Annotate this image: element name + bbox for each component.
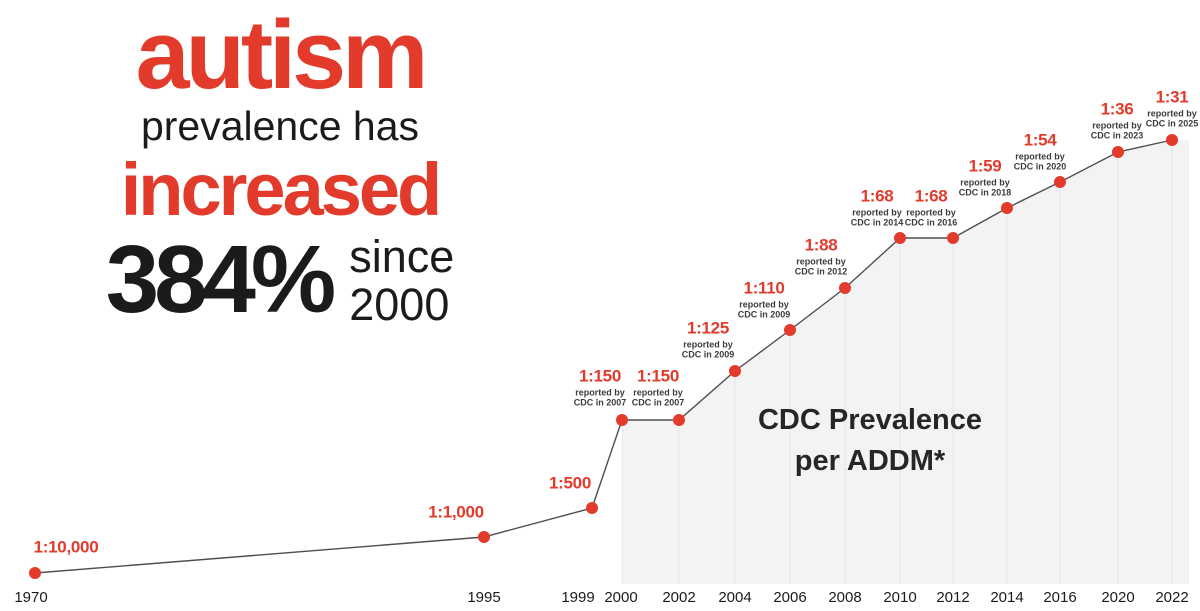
data-point-dot-2022 xyxy=(1166,134,1178,146)
data-point-dot-2002 xyxy=(673,414,685,426)
data-point-dot-2006 xyxy=(784,324,796,336)
stat-percentage: 384% xyxy=(105,226,337,334)
headline-stat-row: 384% since 2000 xyxy=(15,226,545,334)
headline: autism prevalence has increased 384% sin… xyxy=(15,4,545,331)
data-point-dot-2012 xyxy=(947,232,959,244)
since-year: 2000 xyxy=(349,278,450,330)
headline-increased: increased xyxy=(120,147,443,231)
since-word: since xyxy=(349,231,455,283)
data-point-dot-2008 xyxy=(839,282,851,294)
data-point-dot-2010 xyxy=(894,232,906,244)
data-point-dot-2020 xyxy=(1112,146,1124,158)
data-point-dot-1970 xyxy=(29,567,41,579)
data-point-dot-1999 xyxy=(586,502,598,514)
stat-since-2000: since 2000 xyxy=(349,233,454,328)
data-point-dot-2016 xyxy=(1054,176,1066,188)
data-point-dot-2000 xyxy=(616,414,628,426)
headline-autism: autism xyxy=(135,0,429,109)
shaded-area xyxy=(622,140,1189,584)
chart-annotation: CDC Prevalence per ADDM* xyxy=(738,400,1002,481)
data-point-dot-1995 xyxy=(478,531,490,543)
headline-prevalence-has: prevalence has xyxy=(140,102,420,149)
data-point-dot-2014 xyxy=(1001,202,1013,214)
annotation-line1: CDC Prevalence xyxy=(757,404,983,436)
annotation-line2: per ADDM* xyxy=(794,444,946,477)
data-point-dot-2004 xyxy=(729,365,741,377)
trend-line xyxy=(34,139,1173,574)
